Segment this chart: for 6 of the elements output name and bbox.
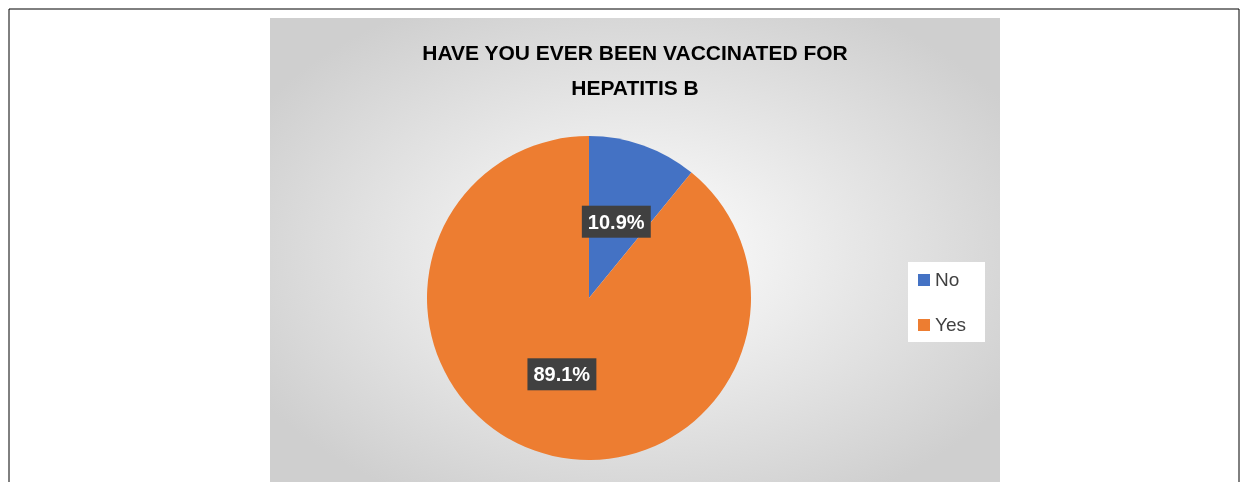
chart-title: HAVE YOU EVER BEEN VACCINATED FOR HEPATITIS B [422, 41, 848, 99]
data-label: 89.1% [533, 363, 591, 386]
pie-slice [427, 136, 751, 460]
legend-label: No [935, 269, 960, 290]
data-label: 10.9% [587, 210, 645, 233]
legend-label: Yes [935, 314, 966, 335]
